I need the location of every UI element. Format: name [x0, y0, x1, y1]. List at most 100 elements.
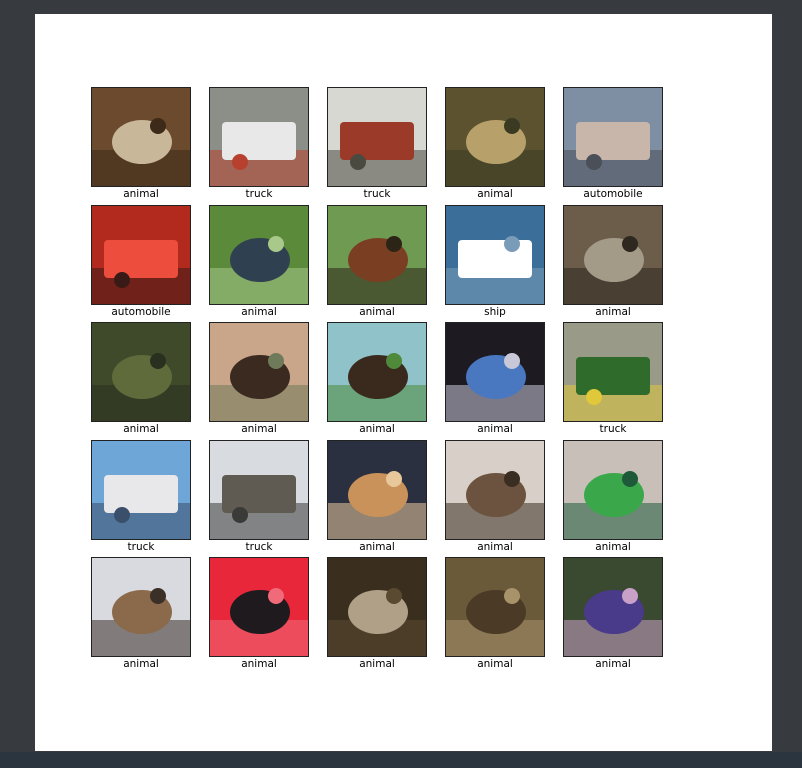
grid-cell: animal [327, 204, 427, 323]
image-label: animal [359, 540, 395, 553]
image-label: animal [123, 658, 159, 670]
image-thumbnail [327, 322, 427, 422]
image-thumbnail [209, 557, 309, 657]
deer-thumbnail-picture [92, 323, 190, 421]
grid-cell: animal [445, 439, 545, 558]
grid-cell: animal [327, 557, 427, 675]
grid-cell: animal [91, 557, 191, 675]
image-label: truck [245, 188, 273, 200]
frog-thumbnail-picture [446, 558, 544, 656]
image-thumbnail [327, 87, 427, 187]
image-label: ship [484, 305, 506, 318]
image-thumbnail [209, 439, 309, 540]
image-label: animal [123, 423, 159, 435]
car-thumbnail-picture [92, 205, 190, 304]
image-thumbnail [445, 87, 545, 187]
car-thumbnail-picture [564, 88, 662, 186]
grid-cell: animal [327, 322, 427, 440]
frog-thumbnail-picture [328, 558, 426, 656]
image-thumbnail [563, 87, 663, 187]
image-label: animal [359, 305, 395, 318]
grid-cell: automobile [91, 204, 191, 323]
image-thumbnail [327, 204, 427, 305]
image-grid: animal truck truck animal automobile automobi… [91, 87, 663, 675]
cat-thumbnail-picture [210, 558, 308, 656]
grid-cell: animal [209, 322, 309, 440]
bird-thumbnail-picture [446, 323, 544, 421]
image-label: animal [477, 658, 513, 670]
image-label: automobile [583, 188, 643, 200]
bottom-status-bar [0, 752, 802, 768]
grid-cell: automobile [563, 87, 663, 205]
grid-cell: truck [209, 439, 309, 558]
grid-cell: animal [445, 322, 545, 440]
image-label: animal [359, 658, 395, 670]
image-label: animal [241, 658, 277, 670]
bird-thumbnail-picture [564, 558, 662, 656]
grid-cell: truck [563, 322, 663, 440]
image-thumbnail [563, 557, 663, 657]
image-label: automobile [111, 305, 171, 318]
deer-thumbnail-picture [92, 558, 190, 656]
grid-cell: animal [209, 204, 309, 323]
frog-thumbnail-picture [92, 88, 190, 186]
grid-cell: animal [327, 439, 427, 558]
image-label: animal [241, 305, 277, 318]
grid-cell: animal [91, 322, 191, 440]
image-thumbnail [445, 322, 545, 422]
grid-cell: animal [209, 557, 309, 675]
grid-cell: animal [563, 204, 663, 323]
image-label: animal [595, 658, 631, 670]
image-thumbnail [445, 557, 545, 657]
grid-cell: truck [209, 87, 309, 205]
horse-thumbnail-picture [328, 205, 426, 304]
image-thumbnail [327, 557, 427, 657]
horse-thumbnail-picture [328, 323, 426, 421]
image-label: animal [595, 540, 631, 553]
grid-cell: truck [91, 439, 191, 558]
image-label: animal [123, 188, 159, 200]
image-thumbnail [563, 439, 663, 540]
image-thumbnail [209, 87, 309, 187]
image-thumbnail [91, 204, 191, 305]
image-thumbnail [327, 439, 427, 540]
cat-thumbnail-picture [328, 440, 426, 539]
image-thumbnail [91, 87, 191, 187]
image-thumbnail [563, 204, 663, 305]
bird-thumbnail-picture [210, 205, 308, 304]
cat-thumbnail-picture [564, 205, 662, 304]
image-thumbnail [445, 204, 545, 305]
image-thumbnail [91, 557, 191, 657]
image-label: animal [477, 423, 513, 435]
image-thumbnail [563, 322, 663, 422]
grid-cell: ship [445, 204, 545, 323]
image-label: animal [477, 188, 513, 200]
image-thumbnail [209, 204, 309, 305]
grid-cell: animal [563, 557, 663, 675]
image-label: truck [599, 423, 627, 435]
truck-thumbnail-picture [210, 88, 308, 186]
grid-cell: animal [91, 87, 191, 205]
bird-thumbnail-picture [446, 440, 544, 539]
grid-cell: animal [445, 557, 545, 675]
image-label: animal [359, 423, 395, 435]
horse-thumbnail-picture [210, 323, 308, 421]
truck-thumbnail-picture [92, 440, 190, 539]
image-thumbnail [209, 322, 309, 422]
grid-cell: truck [327, 87, 427, 205]
image-thumbnail [445, 439, 545, 540]
truck-thumbnail-picture [210, 440, 308, 539]
ship-thumbnail-picture [446, 205, 544, 304]
image-thumbnail [91, 322, 191, 422]
grid-cell: animal [445, 87, 545, 205]
image-label: truck [245, 540, 273, 553]
image-label: truck [127, 540, 155, 553]
truck-thumbnail-picture [328, 88, 426, 186]
frog-thumbnail-picture [564, 440, 662, 539]
truck-thumbnail-picture [564, 323, 662, 421]
grid-cell: animal [563, 439, 663, 558]
deer-thumbnail-picture [446, 88, 544, 186]
image-label: truck [363, 188, 391, 200]
image-thumbnail [91, 439, 191, 540]
image-label: animal [241, 423, 277, 435]
